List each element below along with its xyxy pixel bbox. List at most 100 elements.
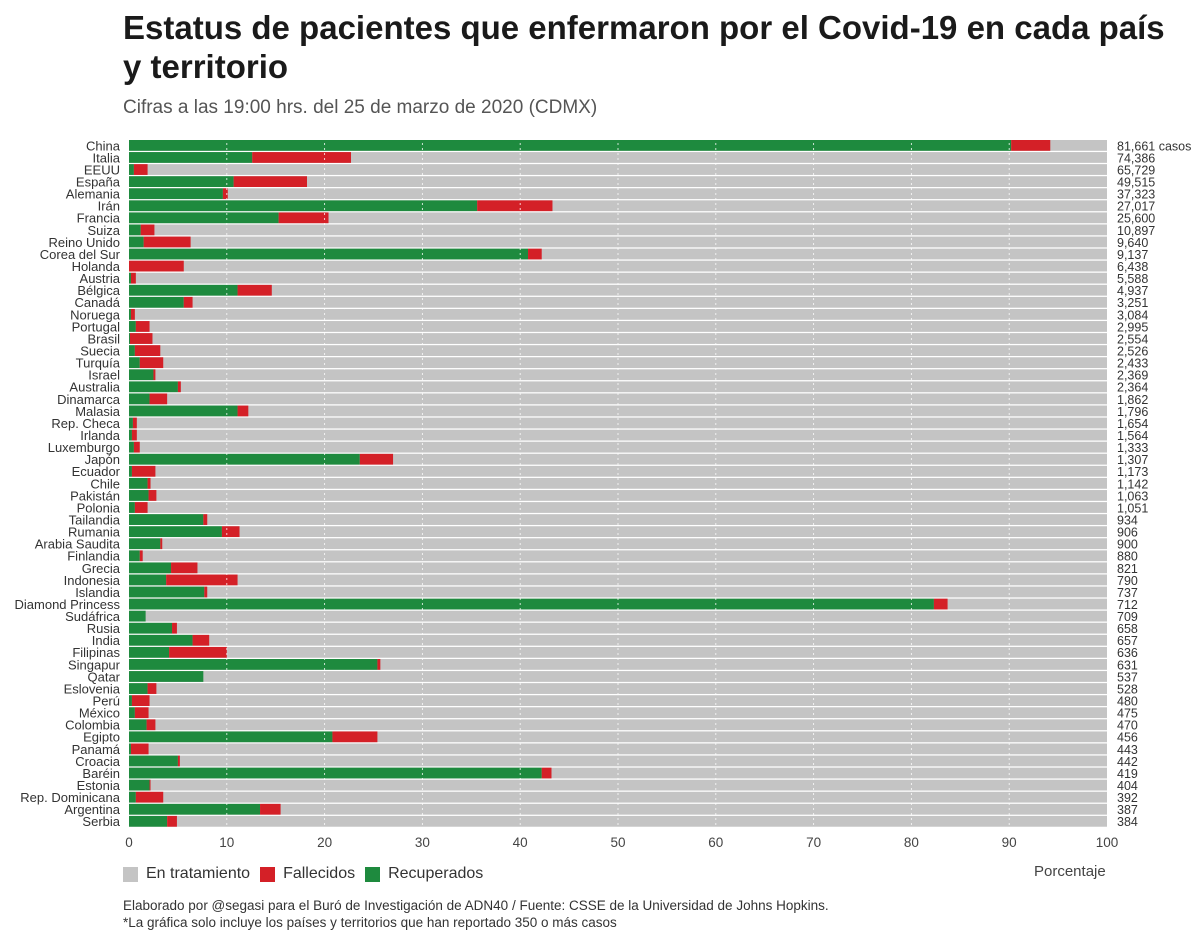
bar-deaths-row-0 <box>1011 140 1051 151</box>
bar-deaths-row-10 <box>129 260 184 272</box>
country-label-row-46: Perú <box>93 694 120 709</box>
bar-recovered-row-27 <box>129 465 132 477</box>
bar-recovered-row-40 <box>129 622 173 634</box>
cases-label-row-11: 5,588 <box>1117 272 1148 286</box>
bar-recovered-row-22 <box>129 405 238 417</box>
bar-treatment-row-8 <box>129 236 1107 248</box>
bar-recovered-row-2 <box>129 164 134 175</box>
bar-recovered-row-37 <box>129 586 205 598</box>
bar-recovered-row-38 <box>129 598 934 610</box>
x-tick-label-70: 70 <box>806 835 821 850</box>
bar-treatment-row-3 <box>129 176 1107 188</box>
country-label-row-1: Italia <box>93 150 121 165</box>
bar-deaths-row-14 <box>130 308 135 320</box>
bar-deaths-row-45 <box>147 683 157 694</box>
bar-recovered-row-26 <box>129 453 360 465</box>
bar-deaths-row-25 <box>133 441 140 453</box>
x-tick-label-40: 40 <box>513 835 528 850</box>
cases-label-row-53: 404 <box>1117 779 1138 793</box>
bar-treatment-row-27 <box>129 465 1107 477</box>
bar-recovered-row-53 <box>129 779 150 791</box>
bar-treatment-row-51 <box>129 755 1107 767</box>
country-label-row-6: Francia <box>77 211 121 226</box>
cases-label-row-41: 657 <box>1117 634 1138 648</box>
bar-treatment-row-32 <box>129 526 1107 538</box>
cases-label-row-54: 392 <box>1117 791 1138 805</box>
cases-label-row-8: 9,640 <box>1117 236 1148 250</box>
bar-recovered-row-12 <box>129 284 238 296</box>
cases-label-row-49: 456 <box>1117 731 1138 745</box>
bar-treatment-row-42 <box>129 646 1107 658</box>
country-label-row-56: Serbia <box>82 814 120 829</box>
bar-treatment-row-18 <box>129 357 1107 369</box>
bar-deaths-row-47 <box>134 707 149 719</box>
bar-treatment-row-13 <box>129 296 1107 308</box>
bar-deaths-row-35 <box>171 562 198 574</box>
bar-recovered-row-33 <box>129 538 161 550</box>
bar-recovered-row-6 <box>129 212 279 224</box>
x-tick-label-30: 30 <box>415 835 430 850</box>
bar-deaths-row-55 <box>260 803 281 815</box>
country-label-row-44: Qatar <box>87 669 120 684</box>
bar-deaths-row-19 <box>153 369 156 381</box>
bar-recovered-row-9 <box>129 248 529 260</box>
country-label-row-35: Grecia <box>82 561 121 576</box>
bar-deaths-row-2 <box>133 164 148 175</box>
bar-recovered-row-15 <box>129 321 136 332</box>
cases-label-row-40: 658 <box>1117 622 1138 636</box>
country-label-row-51: Croacia <box>75 754 121 769</box>
cases-label-row-23: 1,654 <box>1117 417 1148 431</box>
chart-title: Estatus de pacientes que enfermaron por … <box>123 9 1165 85</box>
bar-treatment-row-49 <box>129 731 1107 743</box>
cases-label-row-33: 900 <box>1117 538 1138 552</box>
cases-label-row-39: 709 <box>1117 610 1138 624</box>
country-label-row-34: Finlandia <box>67 549 121 564</box>
bar-recovered-row-20 <box>129 381 178 393</box>
bar-recovered-row-31 <box>129 514 204 525</box>
cases-label-row-19: 2,369 <box>1117 369 1148 383</box>
cases-label-row-31: 934 <box>1117 513 1138 527</box>
bar-deaths-row-4 <box>222 188 228 200</box>
bar-treatment-row-54 <box>129 791 1107 803</box>
cases-label-row-15: 2,995 <box>1117 320 1148 334</box>
bar-treatment-row-20 <box>129 381 1107 393</box>
bar-treatment-row-25 <box>129 441 1107 453</box>
bar-treatment-row-53 <box>129 779 1107 791</box>
bar-recovered-row-39 <box>129 610 146 622</box>
bar-recovered-row-49 <box>129 731 333 743</box>
bar-recovered-row-19 <box>129 369 154 381</box>
bar-deaths-row-21 <box>149 393 168 405</box>
bar-deaths-row-12 <box>237 284 272 296</box>
cases-label-row-10: 6,438 <box>1117 260 1148 274</box>
country-label-row-41: India <box>92 633 121 648</box>
legend-label-deaths: Fallecidos <box>283 865 356 882</box>
country-label-row-38: Diamond Princess <box>15 597 121 612</box>
country-label-row-11: Austria <box>80 271 121 286</box>
country-label-row-29: Pakistán <box>70 488 120 503</box>
country-label-row-14: Noruega <box>70 307 121 322</box>
country-label-row-15: Portugal <box>72 319 121 334</box>
bar-recovered-row-41 <box>129 634 193 646</box>
bar-deaths-row-26 <box>359 453 394 465</box>
bar-recovered-row-42 <box>129 646 170 658</box>
country-label-row-27: Ecuador <box>72 464 121 479</box>
bar-deaths-row-54 <box>135 791 164 803</box>
bar-deaths-row-22 <box>237 405 249 417</box>
bar-deaths-row-29 <box>148 490 157 501</box>
bar-deaths-row-8 <box>143 236 191 248</box>
bar-recovered-row-32 <box>129 526 222 538</box>
country-label-row-2: EEUU <box>84 162 120 177</box>
cases-label-row-4: 37,323 <box>1117 188 1155 202</box>
country-label-row-18: Turquía <box>76 356 121 371</box>
bar-deaths-row-18 <box>139 357 164 369</box>
bar-deaths-row-11 <box>130 272 136 284</box>
bar-deaths-row-28 <box>147 477 151 489</box>
bar-treatment-row-17 <box>129 345 1107 356</box>
cases-label-row-42: 636 <box>1117 646 1138 660</box>
country-label-row-45: Eslovenia <box>64 681 121 696</box>
x-tick-label-90: 90 <box>1002 835 1017 850</box>
cases-label-row-47: 475 <box>1117 707 1138 721</box>
bar-recovered-row-36 <box>129 574 167 586</box>
bar-deaths-row-46 <box>131 695 150 707</box>
legend-label-recovered: Recuperados <box>388 865 484 882</box>
